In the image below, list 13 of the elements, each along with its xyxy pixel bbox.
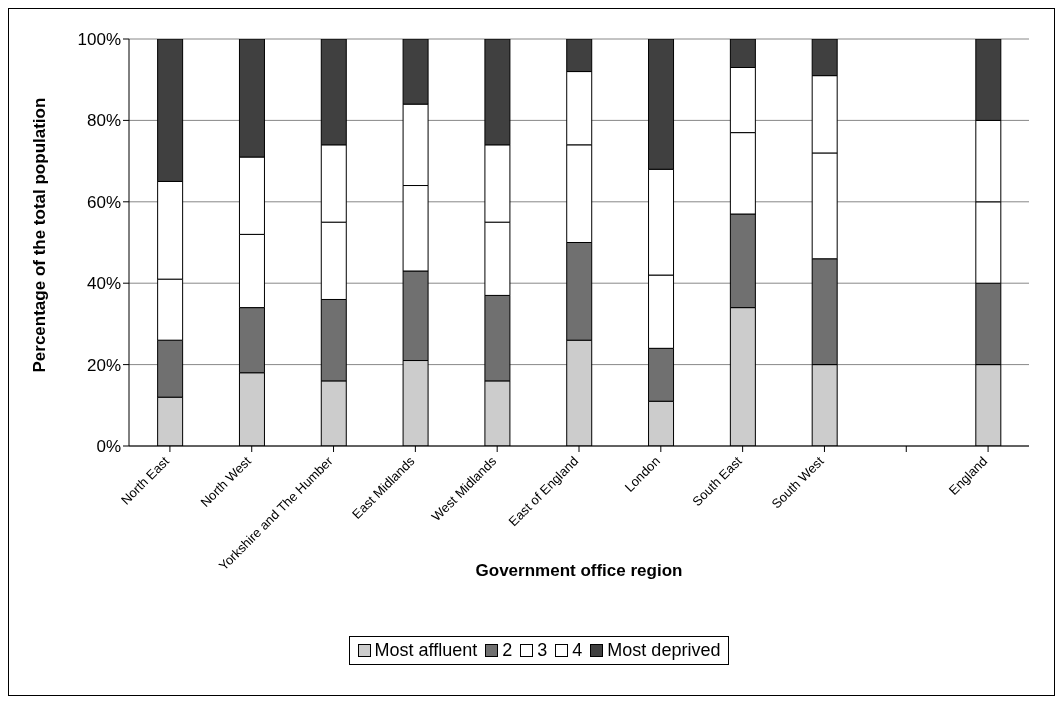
y-axis-title: Percentage of the total population: [30, 97, 50, 373]
y-tick-label: 0%: [96, 437, 121, 457]
y-tick-label: 40%: [86, 274, 121, 294]
legend-label: 3: [537, 640, 548, 661]
y-tick-label: 20%: [86, 355, 121, 375]
legend-label: Most affluent: [374, 640, 478, 661]
y-tick-label: 80%: [86, 111, 121, 131]
y-tick-label: 60%: [86, 192, 121, 212]
x-axis-title: Government office region: [475, 561, 683, 580]
legend-label: Most deprived: [607, 640, 721, 661]
legend-label: 4: [572, 640, 583, 661]
y-tick-label: 100%: [77, 30, 121, 50]
legend-label: 2: [502, 640, 513, 661]
